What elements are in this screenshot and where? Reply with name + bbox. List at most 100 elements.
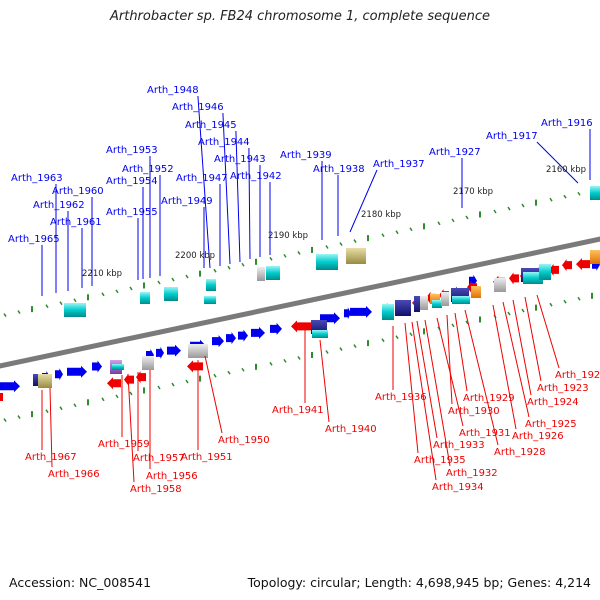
gene-feature-box (420, 296, 428, 310)
tick-mark (185, 379, 189, 384)
gene-label: Arth_1924 (527, 397, 579, 408)
gene-label: Arth_1963 (11, 173, 63, 184)
gene-feature-box (196, 344, 208, 358)
gene-reverse-arrow (0, 392, 3, 401)
gene-label: Arth_1935 (414, 455, 466, 466)
gene-feature-box (494, 278, 506, 292)
tick-mark (465, 320, 469, 325)
gene-forward-arrow (251, 326, 265, 339)
tick-mark (17, 415, 21, 419)
tick-mark (45, 409, 49, 414)
gene-forward-arrow (67, 365, 87, 378)
gene-label: Arth_1961 (50, 217, 102, 228)
gene-label: Arth_1962 (33, 200, 85, 211)
gene-reverse-arrow (107, 377, 121, 390)
ruler-tick-label: 2160 kbp (546, 165, 586, 175)
gene-label: Arth_1923 (537, 383, 589, 394)
label-layer: 2160 kbp 2170 kbp 2180 kbp 2190 kbp 2200 kbp… (8, 85, 600, 495)
tick-mark (157, 280, 161, 285)
gene-label: Arth_1937 (373, 159, 425, 170)
tick-mark (437, 221, 441, 226)
gene-label: Arth_1959 (98, 439, 150, 450)
tick-mark (241, 367, 245, 372)
tick-mark (73, 403, 77, 408)
ruler-tick-label: 2210 kbp (82, 269, 122, 279)
gene-label: Arth_1925 (525, 419, 577, 430)
tick-mark (171, 382, 175, 387)
tick-mark (283, 253, 287, 258)
tick-mark (213, 268, 217, 273)
gene-forward-arrow (350, 305, 372, 318)
gene-label: Arth_1966 (48, 469, 100, 480)
tick-mark (171, 277, 175, 282)
tick-mark (521, 308, 525, 313)
tick-mark (577, 296, 581, 301)
gene-feature-box (142, 356, 154, 370)
tick-mark (381, 338, 385, 343)
tick-mark (563, 299, 567, 304)
gene-label: Arth_1941 (272, 405, 324, 416)
gene-leader-line (127, 373, 135, 483)
gene-leader-line (204, 355, 223, 434)
gene-forward-arrow (344, 307, 351, 320)
gene-leader-line (349, 169, 378, 233)
gene-feature-box (346, 248, 366, 264)
gene-leader-line (416, 320, 438, 439)
tick-mark (465, 215, 469, 220)
gene-label: Arth_1929 (463, 393, 515, 404)
gene-leader-line (454, 312, 468, 392)
gene-feature-box (33, 374, 41, 386)
gene-label: Arth_1954 (106, 176, 158, 187)
tick-mark (353, 344, 357, 349)
gene-feature-box (64, 303, 86, 317)
tick-mark (353, 239, 357, 244)
gene-label: Arth_1917 (486, 131, 538, 142)
gene-leader-line (404, 322, 419, 454)
tick-mark (451, 323, 455, 328)
gene-leader-line (536, 294, 560, 369)
gene-reverse-arrow (509, 272, 519, 285)
gene-feature-box (590, 186, 600, 200)
tick-mark (563, 194, 567, 199)
gene-forward-arrow (156, 346, 164, 359)
gene-forward-arrow (238, 329, 248, 342)
tick-mark (409, 227, 413, 232)
gene-label: Arth_1950 (218, 435, 270, 446)
gene-label: Arth_1957 (133, 453, 185, 464)
gene-feature-box (188, 344, 198, 358)
gene-leader-line (512, 299, 532, 396)
tick-mark (507, 206, 511, 211)
tick-mark (549, 197, 553, 202)
ruler-tick-label: 2170 kbp (453, 187, 493, 197)
topology-text: Topology: circular; Length: 4,698,945 bp… (247, 575, 591, 590)
tick-mark (3, 418, 7, 422)
gene-label: Arth_1936 (375, 392, 427, 403)
gene-feature-box (441, 292, 449, 306)
accession-text: Accession: NC_008541 (9, 575, 152, 590)
tick-mark (59, 406, 63, 411)
tick-mark (325, 350, 329, 354)
tick-mark (269, 256, 273, 261)
gene-leader-line (424, 319, 451, 467)
gene-leader-line (248, 147, 251, 260)
tick-mark (227, 265, 231, 270)
gene-label: Arth_1931 (459, 428, 511, 439)
tick-mark (297, 356, 301, 360)
gene-label: Arth_1947 (176, 173, 228, 184)
gene-label: Arth_1932 (446, 468, 498, 479)
tick-mark (227, 370, 231, 375)
gene-label: Arth_1916 (541, 118, 593, 129)
tick-mark (395, 335, 399, 340)
gene-leader-line (222, 112, 231, 265)
gene-leader-line (319, 339, 330, 423)
chromosome-axis (0, 236, 600, 369)
gene-reverse-arrow (549, 263, 559, 276)
gene-feature-box (590, 250, 600, 264)
gene-label: Arth_1927 (429, 147, 481, 158)
ruler-tick-label: 2190 kbp (268, 231, 308, 241)
tick-mark (101, 397, 105, 402)
gene-feature-box (38, 374, 52, 388)
gene-label: Arth_1930 (448, 406, 500, 417)
ruler-tick-label: 2200 kbp (175, 251, 215, 261)
gene-feature-box (471, 286, 481, 298)
